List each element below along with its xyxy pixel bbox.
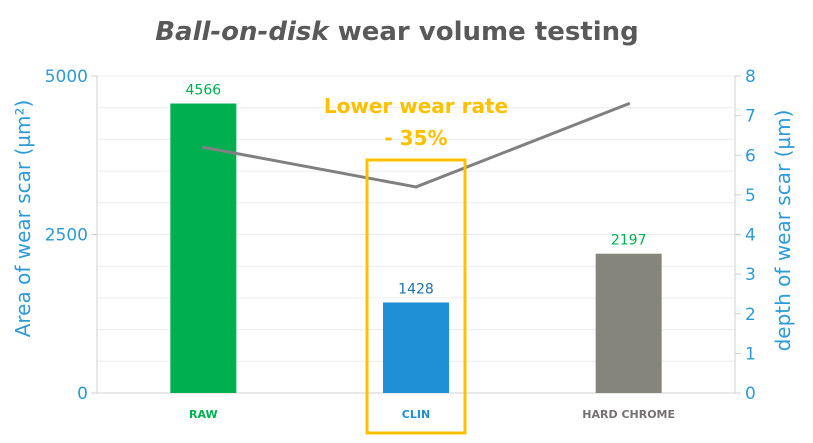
- chart-title-italic: Ball-on-disk: [155, 17, 330, 47]
- y2-tick-label: 0: [745, 384, 756, 404]
- bar: [383, 302, 449, 393]
- y-axis-title: Area of wear scar (µm²): [11, 100, 35, 338]
- labels: 4566 1428 2197 RAW CLIN HARD CHROME: [186, 83, 676, 421]
- bar-value-label: 1428: [398, 281, 434, 297]
- chart-title-rest: wear volume testing: [329, 17, 639, 47]
- chart-title: Ball-on-disk wear volume testing: [155, 17, 639, 47]
- category-label: RAW: [189, 408, 218, 421]
- bar: [595, 253, 662, 393]
- y-tick-label: 0: [77, 384, 88, 404]
- y2-tick-label: 4: [745, 226, 756, 246]
- y2-axis-title: depth of wear scar (µm): [771, 110, 795, 352]
- y2-tick-label: 2: [745, 305, 756, 325]
- y-tick-label: 2500: [45, 226, 88, 246]
- y2-tick-label: 5: [745, 186, 756, 206]
- y-tick-label: 5000: [45, 67, 88, 87]
- highlight-box: [365, 158, 467, 435]
- annotation-line1: Lower wear rate: [324, 94, 508, 118]
- depth-point: [414, 185, 418, 189]
- y2-tick-label: 3: [745, 265, 756, 285]
- category-label: HARD CHROME: [582, 408, 675, 421]
- y2-tick-label: 1: [745, 344, 756, 364]
- y2-tick-label: 6: [745, 146, 756, 166]
- bar-value-label: 4566: [186, 83, 222, 99]
- annotation: Lower wear rate - 35%: [324, 94, 508, 435]
- y2-tick-label: 8: [745, 67, 756, 87]
- depth-point: [201, 145, 205, 149]
- category-label: CLIN: [402, 408, 430, 421]
- depth-line: [201, 102, 631, 189]
- y2-tick-label: 7: [745, 107, 756, 127]
- depth-point: [627, 102, 631, 106]
- annotation-line2: - 35%: [384, 126, 447, 150]
- bar-value-label: 2197: [611, 233, 647, 249]
